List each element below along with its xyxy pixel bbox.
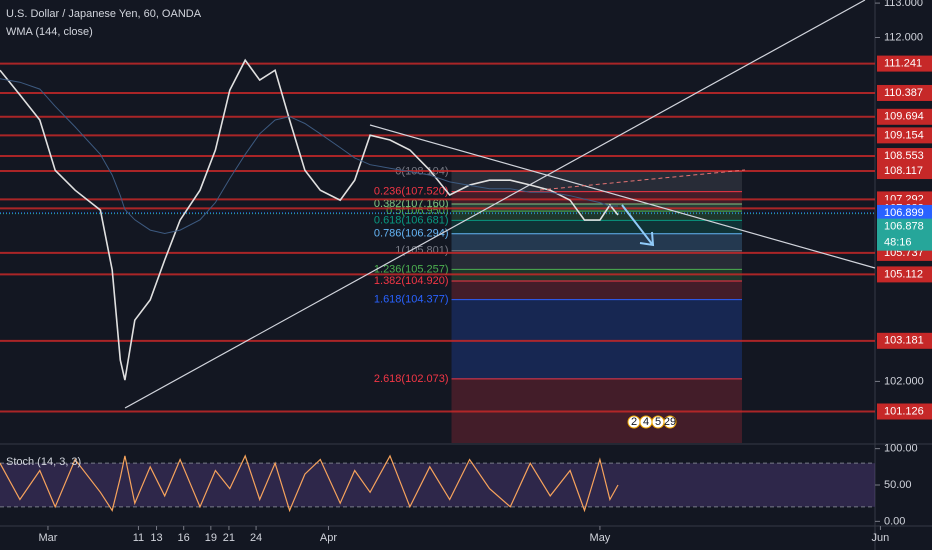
x-tick-label: May [590, 532, 611, 544]
event-badge-label: 4 [643, 416, 649, 428]
y-tick-label: 102.000 [884, 375, 924, 387]
x-tick-label: Jun [872, 532, 890, 544]
x-tick-label: Apr [320, 532, 337, 544]
level-label: 108.117 [884, 165, 923, 177]
price-label: 106.878 [884, 221, 924, 233]
x-tick-label: 16 [178, 532, 190, 544]
event-badge [663, 415, 677, 429]
level-label: 108.553 [884, 150, 924, 162]
price-line [0, 58, 619, 381]
wma-line [0, 78, 618, 235]
y-tick-label: 113.000 [884, 0, 923, 9]
level-label: 105.112 [884, 268, 923, 280]
level-tag [877, 84, 932, 101]
fib-band [451, 250, 742, 270]
event-badge-label: 2 [631, 416, 637, 428]
stoch-band [0, 463, 875, 507]
level-label: 101.126 [884, 405, 924, 417]
event-badge-label: 5 [655, 416, 661, 428]
fib-label: 1.382(104.920) [374, 275, 449, 287]
level-label: 110.387 [884, 87, 923, 99]
chart-title: U.S. Dollar / Japanese Yen, 60, OANDA [6, 8, 202, 20]
level-tag [877, 403, 932, 420]
x-tick-label: 13 [150, 532, 162, 544]
legend-entry: WMA (144, close) [6, 26, 93, 38]
countdown: 48:16 [884, 237, 912, 249]
fib-label: 1.236(105.257) [374, 263, 449, 275]
level-tag [877, 55, 932, 72]
indicator-title: Stoch (14, 3, 3) [6, 456, 81, 468]
y-tick-label: 100.00 [884, 443, 918, 455]
fib-band [451, 281, 742, 300]
fib-band [451, 191, 742, 204]
y-tick-label: 0.00 [884, 515, 905, 527]
fib-band [451, 220, 742, 234]
fib-label: 0.618(106.681) [374, 214, 449, 226]
level-tag [877, 332, 932, 349]
level-tag [877, 148, 932, 165]
level-tag [877, 127, 932, 144]
fib-band [451, 211, 742, 221]
fib-band [451, 233, 742, 251]
fib-band [451, 299, 742, 379]
level-tag [877, 266, 932, 283]
x-tick-label: 11 [133, 532, 144, 544]
level-tag [877, 108, 932, 125]
level-label: 109.154 [884, 129, 924, 141]
x-tick-label: 21 [223, 532, 235, 544]
trend-line [369, 124, 876, 269]
y-tick-label: 112.000 [884, 31, 923, 43]
event-badge-label: 29 [664, 416, 676, 428]
fib-label: 0.382(107.160) [374, 198, 449, 210]
trend-line [124, 0, 866, 409]
x-tick-label: 19 [205, 532, 217, 544]
level-label: 109.694 [884, 111, 924, 123]
stoch-line [0, 454, 619, 513]
x-tick-label: 24 [250, 532, 262, 544]
x-tick-label: Mar [38, 532, 57, 544]
price-label: 106.899 [884, 207, 924, 219]
fib-label: 0.786(106.294) [374, 228, 449, 240]
fib-band [451, 171, 742, 192]
fib-label: 1.618(104.377) [374, 294, 449, 306]
fib-label: 0.236(107.520) [374, 185, 449, 197]
price-tag [877, 218, 932, 251]
dashed-line [539, 169, 746, 191]
y-tick-label: 50.00 [884, 479, 912, 491]
level-label: 111.241 [884, 58, 922, 70]
fib-label: 2.618(102.073) [374, 373, 449, 385]
level-tag [877, 163, 932, 180]
level-label: 103.181 [884, 335, 924, 347]
arrow [621, 204, 655, 247]
price-tag [877, 204, 932, 221]
